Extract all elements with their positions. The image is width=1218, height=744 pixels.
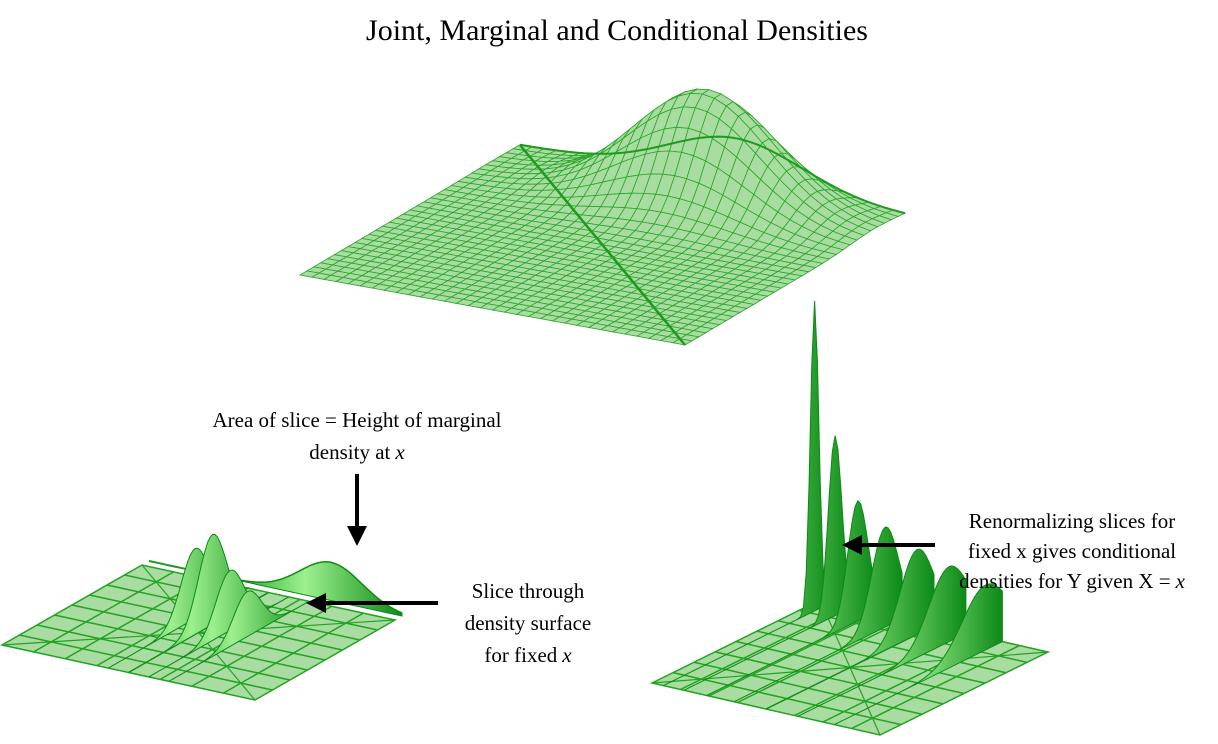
arrows xyxy=(306,474,935,613)
annotation: Renormalizing slices for xyxy=(969,509,1175,533)
slice xyxy=(765,548,935,710)
annotation: for fixed x xyxy=(484,643,572,667)
annotation: densities for Y given X = x xyxy=(959,569,1186,593)
slice xyxy=(148,569,289,678)
annotation: density surface xyxy=(465,611,592,635)
slice xyxy=(168,590,310,682)
annotation: Area of slice = Height of marginal xyxy=(212,408,501,432)
slice xyxy=(706,499,876,696)
slice xyxy=(834,583,1003,726)
grid-line xyxy=(223,612,364,694)
slice xyxy=(797,565,967,717)
slice xyxy=(663,300,832,687)
surfaces xyxy=(0,88,1051,736)
grid-line xyxy=(851,644,1020,730)
annotation: Slice through xyxy=(472,579,585,603)
title: Joint, Marginal and Conditional Densitie… xyxy=(366,14,868,47)
slice-line xyxy=(519,144,686,346)
slice xyxy=(683,435,853,691)
annotation: density at x xyxy=(309,440,405,464)
grid-line xyxy=(191,605,333,687)
surface-edge xyxy=(519,135,906,215)
annotation: fixed x gives conditional xyxy=(968,539,1176,563)
